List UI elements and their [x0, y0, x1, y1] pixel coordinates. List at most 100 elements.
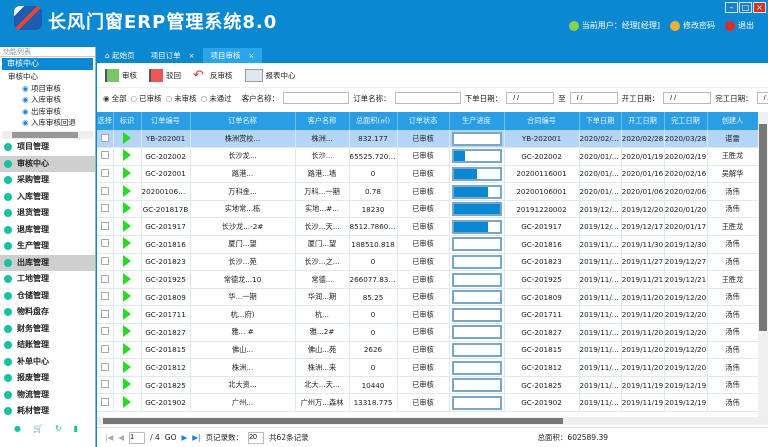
table-row[interactable]: GC-201823 长沙...苑 长沙...之... 0 已审核 GC-201823 201…: [97, 253, 758, 272]
sidebar-module[interactable]: 退货管理: [0, 205, 95, 222]
sidebar-module[interactable]: 项目管理: [0, 139, 95, 156]
row-checkbox-cell[interactable]: [97, 217, 114, 237]
row-checkbox[interactable]: [100, 151, 109, 160]
last-page-button[interactable]: ▶|: [192, 433, 201, 442]
table-row[interactable]: GC-201815 佛山... 佛山...苑 2626 已审核 GC-201815 2019…: [97, 341, 758, 360]
page-size-input[interactable]: [248, 431, 265, 444]
go-button[interactable]: GO: [164, 433, 177, 442]
table-row[interactable]: GC-202002 长沙龙... 长沙... 65525.7200... 已审核 GC-2…: [97, 147, 758, 166]
row-checkbox-cell[interactable]: [97, 305, 114, 325]
table-row[interactable]: GC-202001 路港... 路港...墙 0 已审核 20200116001 2020/…: [97, 165, 758, 184]
close-button[interactable]: ×: [753, 2, 766, 13]
row-checkbox[interactable]: [100, 221, 109, 230]
column-header[interactable]: 下单日期: [579, 112, 622, 130]
unapprove-button[interactable]: ↶ 反审核: [193, 67, 233, 83]
sidebar-section-title[interactable]: 审核中心: [2, 58, 93, 70]
table-row[interactable]: YB-202001 株洲赏校... 株洲... 832.177 已审核 YB-202001…: [97, 130, 758, 149]
row-checkbox-cell[interactable]: [97, 323, 114, 342]
row-checkbox-cell[interactable]: [97, 253, 114, 272]
column-header[interactable]: 合同编号: [504, 112, 580, 130]
tab-project-orders[interactable]: 项目订单 ×: [150, 51, 195, 60]
sidebar-module[interactable]: 退库管理: [0, 222, 95, 239]
radio-all[interactable]: 全部: [103, 93, 127, 104]
row-checkbox[interactable]: [100, 239, 109, 248]
table-row[interactable]: GC-201825 北大资... 北大...天... 10440 已审核 GC-20182…: [97, 376, 758, 395]
row-checkbox-cell[interactable]: [97, 341, 114, 360]
sidebar-module[interactable]: 物流管理: [0, 387, 95, 404]
tree-root[interactable]: 审核中心: [8, 72, 38, 81]
sidebar-module[interactable]: 物料盘存: [0, 304, 95, 321]
row-checkbox-cell[interactable]: [97, 270, 114, 289]
row-checkbox[interactable]: [100, 204, 109, 213]
sidebar-module[interactable]: 审核中心: [0, 155, 95, 172]
tree-item[interactable]: 项目审核: [8, 83, 95, 95]
tab-project-audit[interactable]: 项目审核 ×: [202, 48, 263, 63]
table-row[interactable]: GC-201902 广州... 广州万...森林 13318.775 已审核 GC-201…: [97, 393, 758, 412]
report-center-button[interactable]: 报表中心: [244, 68, 296, 82]
change-password-link[interactable]: 修改密码: [670, 20, 715, 31]
column-header[interactable]: 订单编号: [141, 112, 191, 130]
end-date-input[interactable]: [756, 92, 768, 104]
row-checkbox[interactable]: [100, 168, 109, 177]
column-header[interactable]: 完工日期: [664, 112, 708, 130]
next-page-button[interactable]: ▶: [181, 433, 188, 442]
row-checkbox[interactable]: [100, 256, 109, 265]
approve-button[interactable]: 审核: [105, 68, 137, 82]
column-header[interactable]: 标识: [113, 112, 142, 130]
logout-link[interactable]: 退出: [725, 20, 754, 31]
sidebar-module[interactable]: 入库管理: [0, 189, 95, 206]
row-checkbox-cell[interactable]: [97, 393, 114, 412]
row-checkbox[interactable]: [100, 309, 109, 318]
column-header[interactable]: 创建人: [707, 112, 758, 130]
sidebar-module[interactable]: 耗材管理: [0, 403, 95, 420]
sidebar-module[interactable]: 仓储管理: [0, 288, 95, 305]
sidebar-module[interactable]: 采购管理: [0, 172, 95, 189]
tree-scrollbar[interactable]: [2, 131, 93, 139]
maximize-button[interactable]: □: [739, 2, 752, 13]
reject-button[interactable]: 驳回: [149, 68, 181, 82]
tree-item[interactable]: 出库审核: [8, 106, 95, 118]
table-row[interactable]: GC-201809 华...一期 华润...期 85.25 已审核 GC-201809 20…: [97, 288, 758, 307]
row-checkbox-cell[interactable]: [97, 130, 114, 149]
tree-item[interactable]: 入库审核: [8, 94, 95, 106]
column-header[interactable]: 订单状态: [397, 112, 450, 130]
row-checkbox[interactable]: [100, 133, 109, 142]
row-checkbox-cell[interactable]: [97, 235, 114, 254]
row-checkbox-cell[interactable]: [97, 165, 114, 184]
sidebar-module[interactable]: 财务管理: [0, 321, 95, 338]
cart-icon[interactable]: 🛒: [32, 423, 43, 433]
table-row[interactable]: GC-201827 雅... # 雅...2# 0 已审核 GC-201827 2019/1…: [97, 323, 758, 342]
tree-item[interactable]: 入库审核回退: [8, 117, 95, 129]
row-checkbox[interactable]: [100, 397, 109, 406]
row-checkbox-cell[interactable]: [97, 288, 114, 307]
refresh-icon[interactable]: ↻: [54, 423, 62, 433]
sidebar-module[interactable]: 生产管理: [0, 238, 95, 255]
order-name-input[interactable]: [394, 92, 461, 104]
page-input[interactable]: [129, 431, 146, 444]
row-checkbox[interactable]: [100, 362, 109, 371]
close-tab-icon[interactable]: ×: [248, 52, 255, 60]
row-checkbox-cell[interactable]: [97, 147, 114, 166]
row-checkbox[interactable]: [100, 380, 109, 389]
close-tab-icon[interactable]: ×: [188, 52, 195, 60]
row-checkbox[interactable]: [100, 292, 109, 301]
start-date-input[interactable]: [663, 92, 712, 104]
order-date-to[interactable]: [569, 92, 618, 104]
tab-home[interactable]: ⌂ 起始页: [105, 51, 135, 60]
row-checkbox-cell[interactable]: [97, 182, 114, 201]
row-checkbox-cell[interactable]: [97, 358, 114, 377]
minimize-button[interactable]: –: [725, 2, 738, 13]
radio-unapproved[interactable]: 未审核: [166, 93, 197, 104]
customer-input[interactable]: [283, 92, 350, 104]
radio-approved[interactable]: 已审核: [131, 93, 162, 104]
sidebar-module[interactable]: 结账管理: [0, 337, 95, 354]
radio-rejected[interactable]: 未通过: [201, 93, 232, 104]
sidebar-module[interactable]: 补单中心: [0, 354, 95, 371]
table-row[interactable]: GC-201817B 实地常...栋 实地...#... 18230 已审核 201912…: [97, 200, 758, 219]
row-checkbox-cell[interactable]: [97, 200, 114, 219]
column-header[interactable]: 开工日期: [621, 112, 665, 130]
table-row[interactable]: GC-201711 杭...府) 杭... 0 已审核 GC-201711 2019/11/…: [97, 305, 758, 325]
sidebar-module[interactable]: 工地管理: [0, 271, 95, 288]
row-checkbox[interactable]: [100, 344, 109, 353]
function-search[interactable]: 功能列表: [0, 47, 95, 57]
